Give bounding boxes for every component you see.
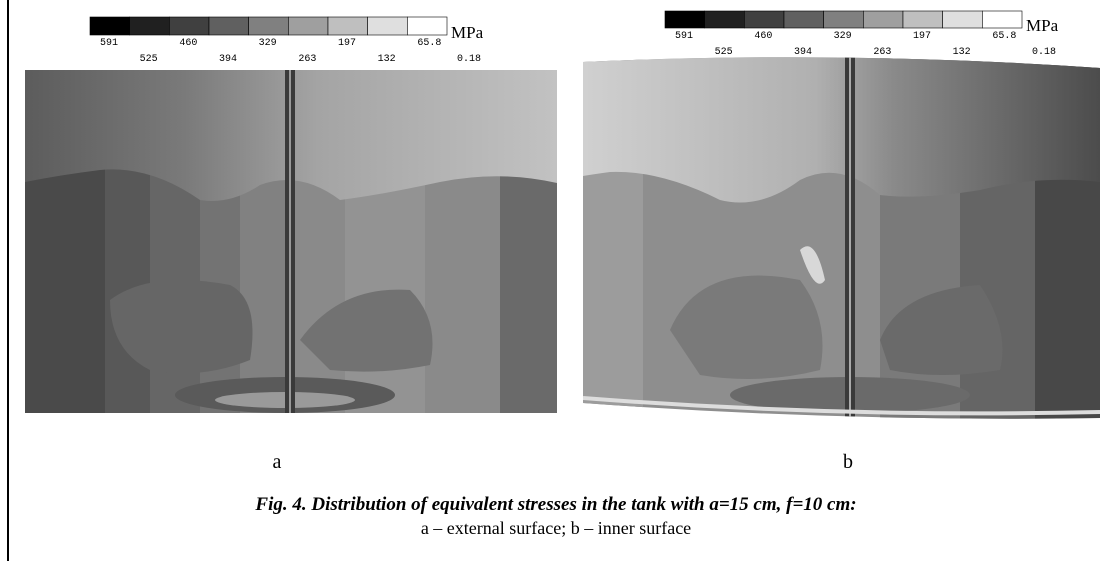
colorbar-label: 263	[873, 47, 891, 58]
colorbar-label: 329	[834, 31, 852, 42]
colorbar-bin	[824, 11, 864, 28]
colorbar-label: 394	[794, 47, 812, 58]
colorbar-bin	[665, 11, 705, 28]
colorbar-label: 460	[754, 31, 772, 42]
colorbar-label: 197	[338, 38, 356, 49]
colorbar-bin	[744, 11, 784, 28]
colorbar-label: 0.18	[1032, 47, 1056, 58]
caption-title: Fig. 4. Distribution of equivalent stres…	[254, 494, 856, 515]
colorbar-bin	[982, 11, 1022, 28]
colorbar-label: 460	[179, 38, 197, 49]
colorbar-bin	[90, 17, 130, 35]
colorbar-bin	[328, 17, 368, 35]
colorbar-bin	[863, 11, 903, 28]
colorbar-bin	[288, 17, 328, 35]
colorbar-unit: MPa	[1026, 16, 1059, 35]
colorbar-label: 263	[298, 54, 316, 65]
figure-page: Fig. 4. Distribution of equivalent stres…	[0, 0, 1112, 561]
contour-plot-a	[25, 70, 557, 413]
colorbar-label: 132	[378, 54, 396, 65]
colorbar-bin	[130, 17, 170, 35]
colorbar-bin	[903, 11, 943, 28]
colorbar-bin	[249, 17, 289, 35]
colorbar-label: 0.18	[457, 54, 481, 65]
colorbar-label: 591	[675, 31, 693, 42]
colorbar-label: 591	[100, 38, 118, 49]
colorbar-label: 197	[913, 31, 931, 42]
panel-label: a	[273, 451, 282, 473]
colorbar-label: 525	[140, 54, 158, 65]
colorbar-unit: MPa	[451, 23, 484, 42]
colorbar-bin	[784, 11, 824, 28]
colorbar-label: 525	[715, 47, 733, 58]
caption-text: a – external surface; b – inner surface	[421, 518, 691, 538]
colorbar-label: 394	[219, 54, 237, 65]
panel-label: b	[843, 451, 853, 473]
colorbar-bin	[368, 17, 408, 35]
colorbar-bin	[209, 17, 249, 35]
colorbar-bin	[407, 17, 447, 35]
colorbar-bin	[943, 11, 983, 28]
colorbar-label: 65.8	[992, 31, 1016, 42]
contour-plot-b	[583, 50, 1100, 420]
colorbar-bin	[705, 11, 745, 28]
colorbar-bin	[169, 17, 209, 35]
colorbar-label: 65.8	[417, 38, 441, 49]
colorbar-label: 132	[953, 47, 971, 58]
colorbar-label: 329	[259, 38, 277, 49]
